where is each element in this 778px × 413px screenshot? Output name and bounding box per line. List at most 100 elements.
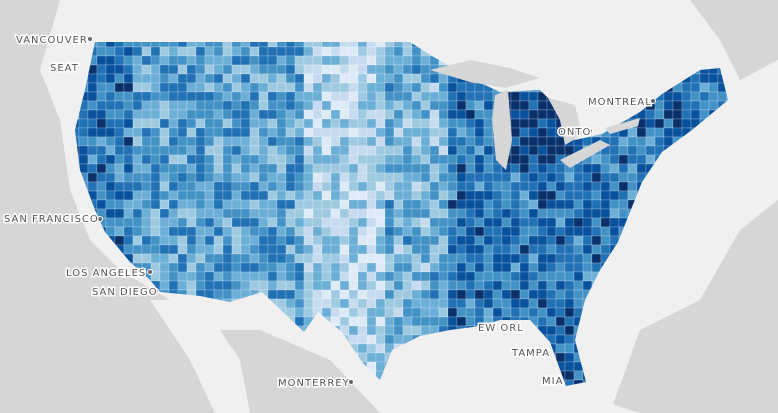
county (609, 199, 620, 210)
county (168, 163, 179, 174)
county (519, 145, 530, 156)
county (105, 136, 116, 147)
county (411, 217, 422, 228)
county (159, 262, 170, 273)
county (528, 163, 539, 174)
county (366, 172, 377, 183)
county (582, 262, 593, 273)
county (348, 163, 359, 174)
county (384, 280, 395, 291)
county (177, 208, 188, 219)
county (510, 289, 521, 300)
county (411, 235, 422, 246)
county (366, 91, 377, 102)
county (501, 262, 512, 273)
county (447, 136, 458, 147)
county (96, 172, 107, 183)
county (510, 253, 521, 264)
county (348, 289, 359, 300)
county (222, 226, 233, 237)
county (249, 154, 260, 165)
county (546, 271, 557, 282)
county (114, 91, 125, 102)
county (591, 163, 602, 174)
county (330, 82, 341, 93)
county (465, 127, 476, 138)
county (195, 64, 206, 75)
lake-michigan (492, 90, 512, 170)
county (411, 181, 422, 192)
county (564, 361, 575, 372)
county (285, 163, 296, 174)
county (204, 217, 215, 228)
county (384, 298, 395, 309)
county (375, 181, 386, 192)
county (429, 235, 440, 246)
county (231, 109, 242, 120)
county (618, 190, 629, 201)
county (285, 118, 296, 129)
county (357, 208, 368, 219)
county (177, 145, 188, 156)
county (366, 64, 377, 75)
county (429, 181, 440, 192)
county (501, 307, 512, 318)
county (141, 136, 152, 147)
county (564, 145, 575, 156)
county (456, 118, 467, 129)
county (519, 190, 530, 201)
county (132, 145, 143, 156)
county (501, 208, 512, 219)
county (348, 199, 359, 210)
county (114, 181, 125, 192)
county (114, 118, 125, 129)
county (564, 271, 575, 282)
county (609, 145, 620, 156)
county (465, 190, 476, 201)
county (105, 181, 116, 192)
county (312, 172, 323, 183)
county (402, 325, 413, 336)
county (231, 181, 242, 192)
county (528, 172, 539, 183)
county (555, 325, 566, 336)
county (573, 163, 584, 174)
county (258, 208, 269, 219)
county (510, 91, 521, 102)
county (375, 46, 386, 57)
county (474, 217, 485, 228)
county (105, 64, 116, 75)
county (258, 244, 269, 255)
county (276, 64, 287, 75)
county (582, 226, 593, 237)
county (204, 109, 215, 120)
county (564, 343, 575, 354)
county (348, 73, 359, 84)
county (609, 181, 620, 192)
county (393, 154, 404, 165)
county (339, 91, 350, 102)
county (285, 64, 296, 75)
county (285, 262, 296, 273)
county (168, 199, 179, 210)
county (420, 199, 431, 210)
county (114, 73, 125, 84)
county (186, 190, 197, 201)
county (402, 82, 413, 93)
county (123, 118, 134, 129)
county (438, 91, 449, 102)
county (294, 100, 305, 111)
county (303, 307, 314, 318)
county (411, 55, 422, 66)
county (627, 145, 638, 156)
county (213, 154, 224, 165)
county (402, 244, 413, 255)
county (114, 100, 125, 111)
county (555, 343, 566, 354)
county (420, 208, 431, 219)
county (609, 172, 620, 183)
county (177, 262, 188, 273)
county (438, 217, 449, 228)
county (132, 109, 143, 120)
county (276, 208, 287, 219)
